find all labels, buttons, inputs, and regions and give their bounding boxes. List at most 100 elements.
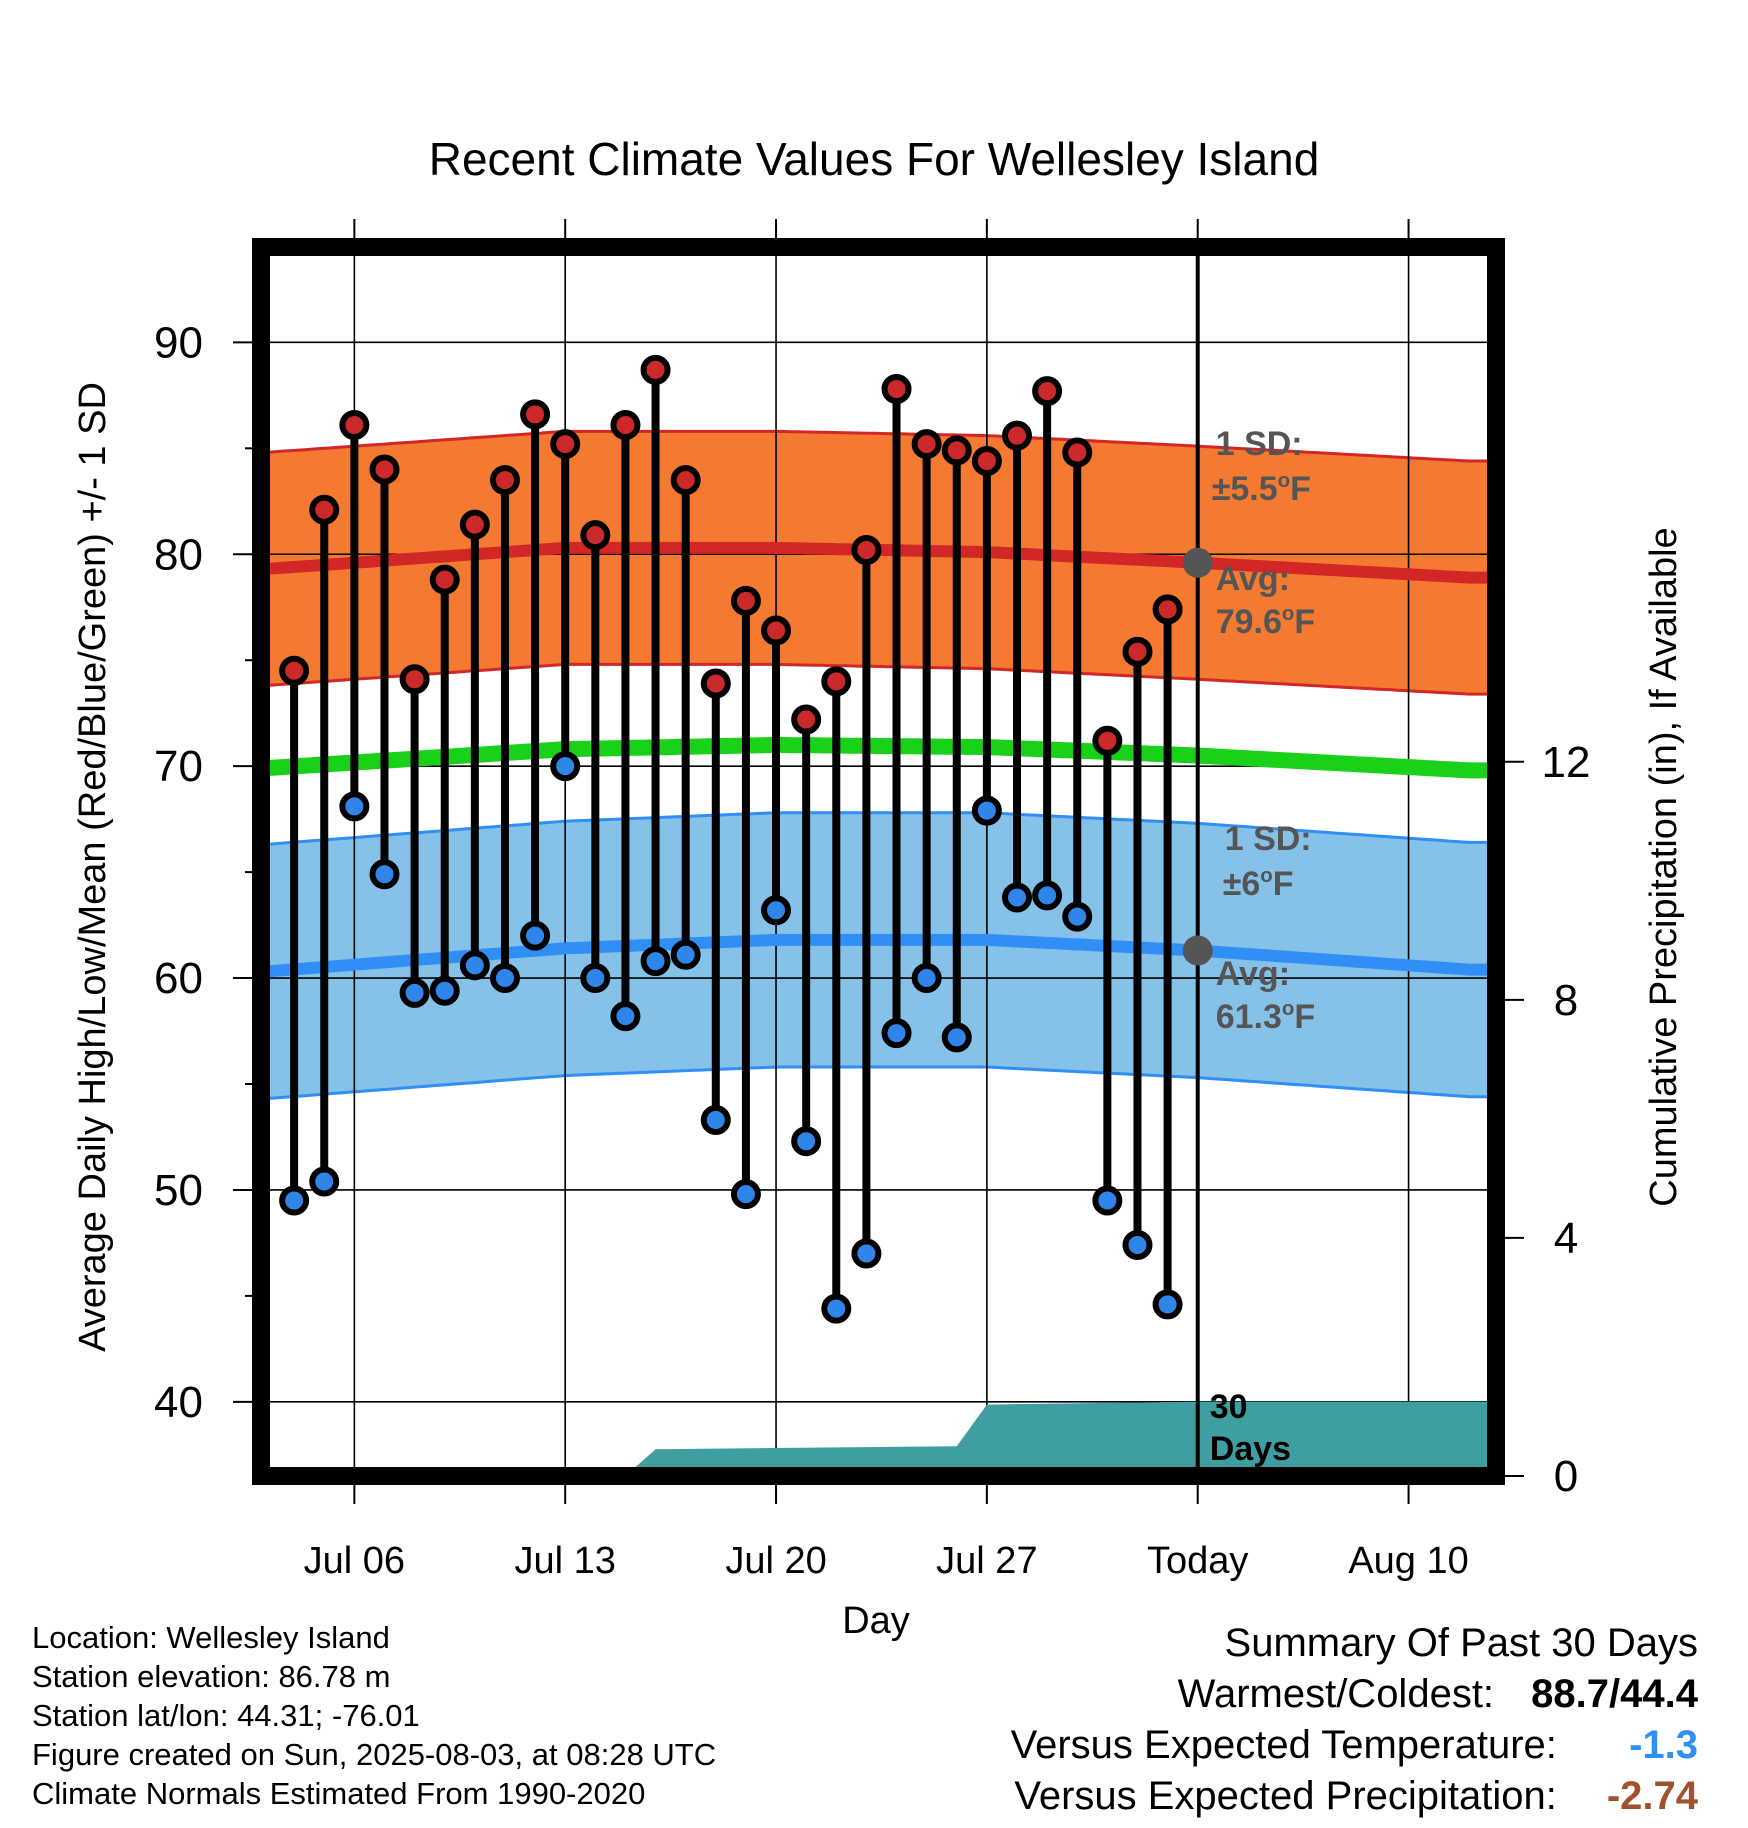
precip-label: Versus Expected Precipitation: (1014, 1774, 1557, 1818)
daily-low-point (971, 795, 1002, 826)
daily-high-point (369, 454, 400, 485)
summary-temp: Versus Expected Temperature: -1.3 (1011, 1720, 1698, 1771)
daily-low-point (911, 963, 942, 994)
daily-low-point (369, 859, 400, 890)
temp-departure-value: -1.3 (1629, 1723, 1698, 1767)
daily-low-point (580, 963, 611, 994)
high-avg-value: 79.6oF (1216, 603, 1315, 641)
daily-high-point (550, 429, 581, 460)
y2-tick-label: 4 (1554, 1214, 1578, 1263)
daily-low-point (730, 1179, 761, 1210)
daily-low-point (851, 1238, 882, 1269)
x-tick-label: Jul 20 (725, 1540, 826, 1582)
daily-high-point (881, 373, 912, 404)
window-days-label: Days (1210, 1430, 1291, 1468)
daily-high-point (851, 535, 882, 566)
daily-low-point (1002, 882, 1032, 913)
daily-low-point (941, 1022, 972, 1053)
daily-high-point (1152, 594, 1183, 625)
daily-high-point (429, 564, 460, 595)
high-sd-band-upper-edge (268, 429, 1488, 463)
daily-high-point (489, 465, 520, 496)
summary-precip: Versus Expected Precipitation: -2.74 (1011, 1771, 1698, 1822)
low-avg-value: 61.3oF (1216, 998, 1315, 1036)
daily-high-point (941, 435, 972, 466)
high-sd-value: ±5.5oF (1212, 470, 1311, 508)
daily-low-point (279, 1185, 310, 1216)
x-tick-label: Jul 13 (514, 1540, 615, 1582)
station-info: Location: Wellesley Island Station eleva… (32, 1618, 716, 1813)
x-tick-label: Jul 06 (304, 1540, 405, 1582)
daily-high-point (911, 429, 942, 460)
daily-high-point (730, 585, 761, 616)
daily-low-point (459, 950, 490, 981)
summary-heading: Summary Of Past 30 Days (1224, 1621, 1698, 1665)
daily-low-point (1122, 1230, 1153, 1261)
daily-high-point (791, 704, 822, 735)
daily-low-point (550, 751, 581, 782)
daily-high-point (610, 409, 641, 440)
high-avg-label: Avg: (1216, 560, 1290, 598)
daily-high-point (309, 494, 340, 525)
y-tick-label: 60 (154, 954, 203, 1003)
x-tick-label: Jul 27 (936, 1540, 1037, 1582)
warm-cold-value: 88.7/44.4 (1531, 1672, 1698, 1716)
daily-high-point (670, 465, 701, 496)
daily-high-point (459, 509, 490, 540)
figure-created: Figure created on Sun, 2025-08-03, at 08… (32, 1737, 717, 1772)
daily-high-point (279, 655, 310, 686)
daily-high-point (761, 615, 792, 646)
daily-high-point (700, 668, 731, 699)
daily-high-point (1002, 420, 1032, 451)
y2-tick-label: 12 (1542, 738, 1591, 787)
y2-tick-label: 0 (1554, 1452, 1578, 1501)
y-tick-label: 70 (154, 742, 203, 791)
station-location: Location: Wellesley Island (32, 1620, 390, 1655)
normals-period: Climate Normals Estimated From 1990-2020 (32, 1776, 646, 1811)
daily-low-point (791, 1126, 822, 1157)
summary-panel: Summary Of Past 30 Days Warmest/Coldest:… (1011, 1618, 1698, 1822)
low-sd-band-lower-edge (268, 1065, 1488, 1100)
daily-low-point (429, 975, 460, 1006)
daily-high-point (640, 354, 671, 385)
low-avg-label: Avg: (1216, 955, 1290, 993)
daily-high-point (1032, 376, 1063, 407)
temp-label: Versus Expected Temperature: (1010, 1723, 1557, 1767)
daily-low-point (610, 1001, 641, 1032)
daily-high-point (399, 664, 430, 695)
daily-high-point (1062, 437, 1093, 468)
precip-area (625, 1401, 1488, 1476)
precip-departure-value: -2.74 (1606, 1774, 1698, 1818)
daily-high-point (580, 520, 611, 551)
daily-low-point (399, 977, 430, 1008)
daily-low-point (1152, 1289, 1183, 1320)
daily-low-point (821, 1293, 852, 1324)
daily-low-point (1092, 1185, 1123, 1216)
low-sd-value: ±6oF (1223, 865, 1294, 903)
daily-high-point (1092, 725, 1123, 756)
summary-warm-cold: Warmest/Coldest: 88.7/44.4 (1011, 1669, 1698, 1720)
y2-tick-label: 8 (1554, 976, 1578, 1025)
y2-axis-label: Cumulative Precipitation (in), If Availa… (1643, 527, 1685, 1206)
y-tick-label: 50 (154, 1166, 203, 1215)
daily-low-point (881, 1018, 912, 1049)
daily-high-point (821, 666, 852, 697)
warm-cold-label: Warmest/Coldest: (1177, 1672, 1495, 1716)
plot-overlay: 1 SD: ±5.5oF Avg: 79.6oF 1 SD: ±6oF Avg: 61.3oF… (279, 247, 1315, 1476)
daily-low-point (489, 963, 520, 994)
axes: 40 50 60 70 80 90 0 4 8 12 Jul 06 Jul 13 Jul 20 Jul 2… (154, 219, 1590, 1582)
chart-title: Recent Climate Values For Wellesley Isla… (429, 133, 1320, 185)
daily-low-point (1032, 880, 1063, 911)
window-days-number: 30 (1210, 1388, 1248, 1426)
low-sd-band (269, 812, 1488, 1099)
daily-low-point (670, 939, 701, 970)
daily-low-point (700, 1105, 731, 1136)
daily-low-point (640, 946, 671, 977)
daily-low-point (309, 1166, 340, 1197)
daily-high-point (1122, 636, 1153, 667)
daily-low-point (1062, 901, 1093, 932)
plot-frame (252, 238, 1505, 1485)
y-tick-label: 40 (154, 1378, 203, 1427)
x-axis-label: Day (842, 1600, 910, 1642)
